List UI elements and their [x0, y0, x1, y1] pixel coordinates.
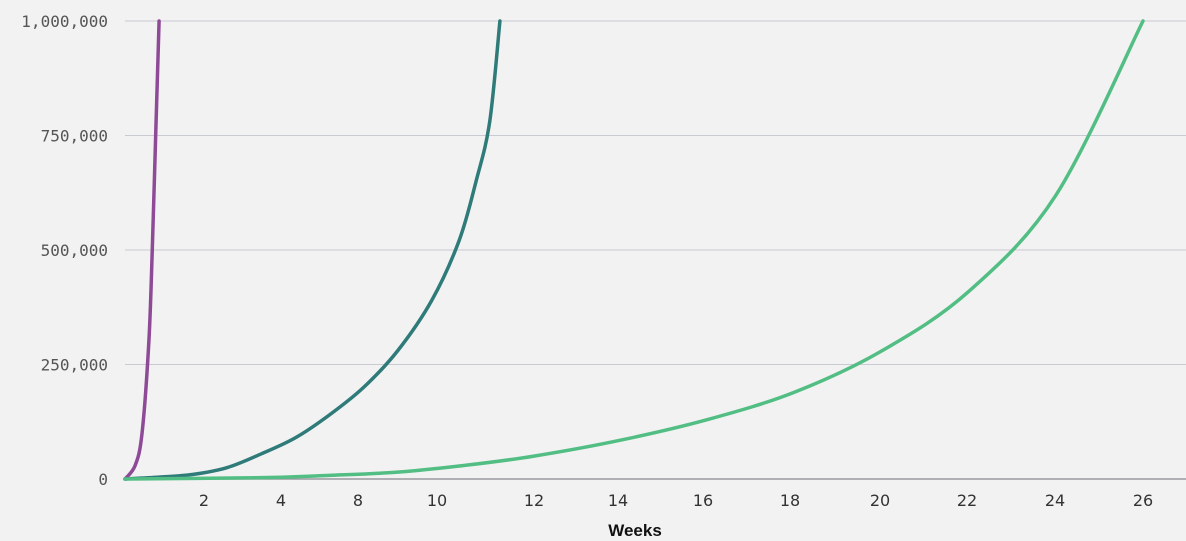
x-tick-label: 26	[1133, 491, 1153, 510]
y-tick-label: 500,000	[41, 241, 108, 260]
x-tick-label: 8	[353, 491, 363, 510]
x-tick-label: 24	[1045, 491, 1065, 510]
x-tick-label: 4	[276, 491, 286, 510]
x-tick-label: 14	[608, 491, 628, 510]
series-line-2	[123, 19, 502, 481]
x-axis-label: Weeks	[608, 521, 662, 540]
series-line-3	[123, 19, 1145, 481]
x-tick-label: 16	[693, 491, 713, 510]
x-tick-label: 20	[870, 491, 890, 510]
y-tick-label: 1,000,000	[21, 12, 108, 31]
x-tick-label: 22	[957, 491, 977, 510]
series-line-1	[123, 19, 161, 481]
x-tick-label: 18	[780, 491, 800, 510]
y-tick-label: 250,000	[41, 356, 108, 375]
x-tick-label: 12	[524, 491, 544, 510]
y-tick-label: 750,000	[41, 127, 108, 146]
x-tick-label: 10	[427, 491, 447, 510]
y-tick-label: 0	[98, 470, 108, 489]
x-tick-label: 2	[199, 491, 209, 510]
